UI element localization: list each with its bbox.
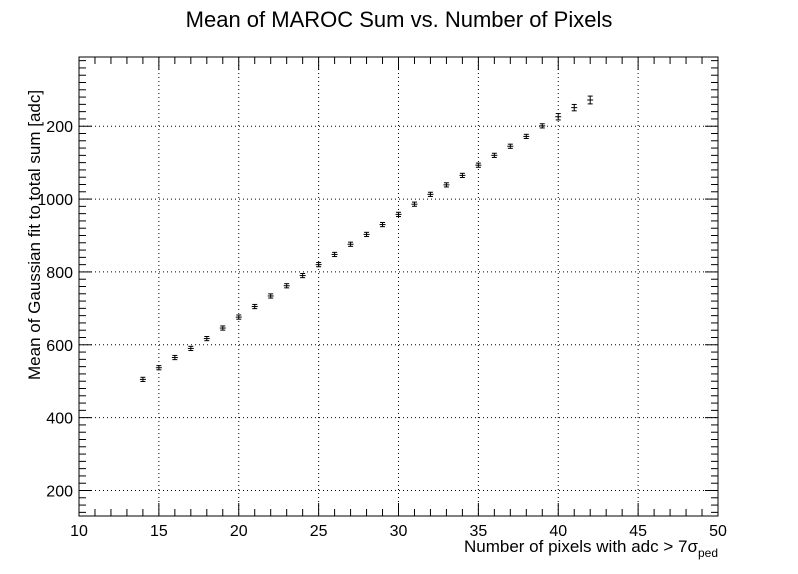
y-tick-label: 800 [46, 265, 73, 282]
data-point [427, 191, 434, 197]
data-point [203, 336, 210, 342]
data-point [571, 103, 578, 112]
data-point [539, 123, 546, 129]
data-point [283, 283, 290, 289]
data-point [491, 152, 498, 158]
tick-labels: 10 15 20 25 30 35 40 45 50 200 400 600 800 1000 200 [37, 119, 727, 540]
x-tick-label: 10 [70, 523, 88, 540]
data-point [443, 182, 450, 188]
data-point [315, 262, 322, 268]
grid [79, 57, 718, 516]
data-point [411, 201, 418, 207]
data-point [187, 345, 194, 352]
data-point [235, 314, 242, 320]
plot-frame [78, 56, 719, 517]
axis-ticks [78, 57, 719, 516]
x-tick-label: 15 [150, 523, 168, 540]
y-tick-label: 400 [46, 411, 73, 428]
data-points [139, 95, 594, 382]
data-point [459, 172, 466, 178]
data-point [299, 272, 306, 279]
data-point [523, 133, 530, 140]
data-point [507, 143, 514, 149]
data-point [139, 376, 146, 382]
data-point [587, 95, 594, 105]
y-tick-label: 1000 [37, 192, 73, 209]
data-point [155, 365, 162, 371]
x-axis-label-main: Number of pixels with adc > 7σ [464, 537, 698, 556]
data-point [347, 241, 354, 247]
data-point [171, 354, 178, 361]
x-axis-label: Number of pixels with adc > 7σped [464, 537, 718, 560]
x-tick-label: 20 [230, 523, 248, 540]
y-tick-label: 600 [46, 338, 73, 355]
data-point [251, 303, 258, 310]
x-tick-label: 45 [629, 523, 647, 540]
x-tick-label: 50 [709, 523, 727, 540]
y-axis-label: Mean of Gaussian fit to total sum [adc] [25, 90, 44, 380]
data-point [555, 113, 562, 121]
data-point [267, 293, 274, 299]
x-tick-label: 40 [549, 523, 567, 540]
x-tick-label: 35 [469, 523, 487, 540]
data-point [475, 162, 482, 168]
data-point [395, 211, 402, 217]
data-point [379, 221, 386, 228]
data-point [331, 251, 338, 258]
x-tick-label: 30 [390, 523, 408, 540]
chart-title: Mean of MAROC Sum vs. Number of Pixels [186, 7, 613, 32]
x-tick-label: 25 [310, 523, 328, 540]
y-tick-label: 200 [46, 484, 73, 501]
data-point [363, 231, 370, 237]
y-tick-label: 200 [46, 119, 73, 136]
x-axis-label-subscript: ped [698, 546, 718, 560]
data-point [219, 325, 226, 331]
